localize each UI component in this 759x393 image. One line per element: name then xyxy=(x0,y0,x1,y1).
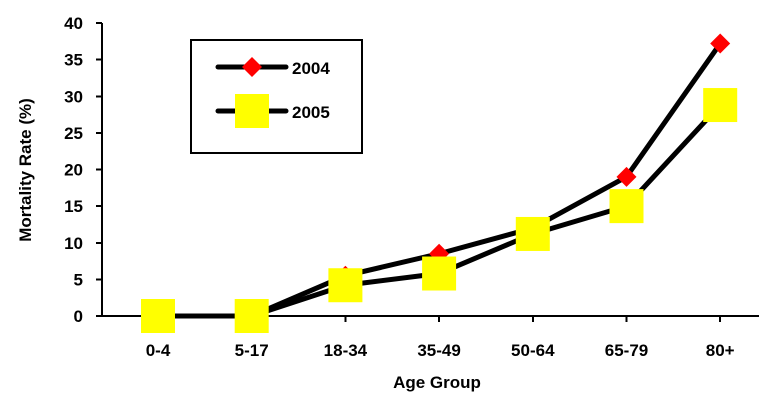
x-tick-label: 65-79 xyxy=(605,341,648,360)
x-tick-label: 35-49 xyxy=(417,341,460,360)
y-tick-label: 40 xyxy=(64,14,83,33)
axes-layer: 0 5 10 15 20 25 30 35 40 0-4 5-17 18-34 35-49 50-64 65… xyxy=(64,14,759,360)
y-tick-label: 5 xyxy=(74,270,83,289)
y-tick-label: 20 xyxy=(64,161,83,180)
x-tick-label: 0-4 xyxy=(146,341,171,360)
series-2005-point xyxy=(328,268,363,303)
series-2004-point xyxy=(616,166,637,187)
series-2005-point xyxy=(609,189,644,224)
x-tick-label: 50-64 xyxy=(511,341,555,360)
y-tick-label: 15 xyxy=(64,197,83,216)
series-2005-point xyxy=(703,88,738,123)
legend-2004-marker xyxy=(242,57,262,77)
y-axis-title: Mortality Rate (%) xyxy=(16,98,35,242)
series-2005-point xyxy=(141,299,175,333)
legend-2005-marker xyxy=(235,94,269,128)
y-tick-label: 35 xyxy=(64,51,83,70)
x-tick-label: 80+ xyxy=(706,341,735,360)
legend-2005-label: 2005 xyxy=(292,103,330,122)
legend: 2004 2005 xyxy=(190,39,363,154)
x-tick-label: 18-34 xyxy=(324,341,368,360)
series-layer xyxy=(141,33,738,333)
series-2004-point xyxy=(710,33,731,54)
y-tick-label: 30 xyxy=(64,87,83,106)
x-tick-label: 5-17 xyxy=(235,341,269,360)
y-tick-label: 10 xyxy=(64,234,83,253)
y-tick-label: 25 xyxy=(64,124,83,143)
series-2005-point xyxy=(515,216,550,251)
legend-box xyxy=(190,39,363,154)
x-axis-title: Age Group xyxy=(393,373,481,392)
legend-2004-label: 2004 xyxy=(292,59,330,78)
series-2005-point xyxy=(422,256,457,291)
series-2005-point xyxy=(234,299,269,333)
y-tick-label: 0 xyxy=(74,307,83,326)
